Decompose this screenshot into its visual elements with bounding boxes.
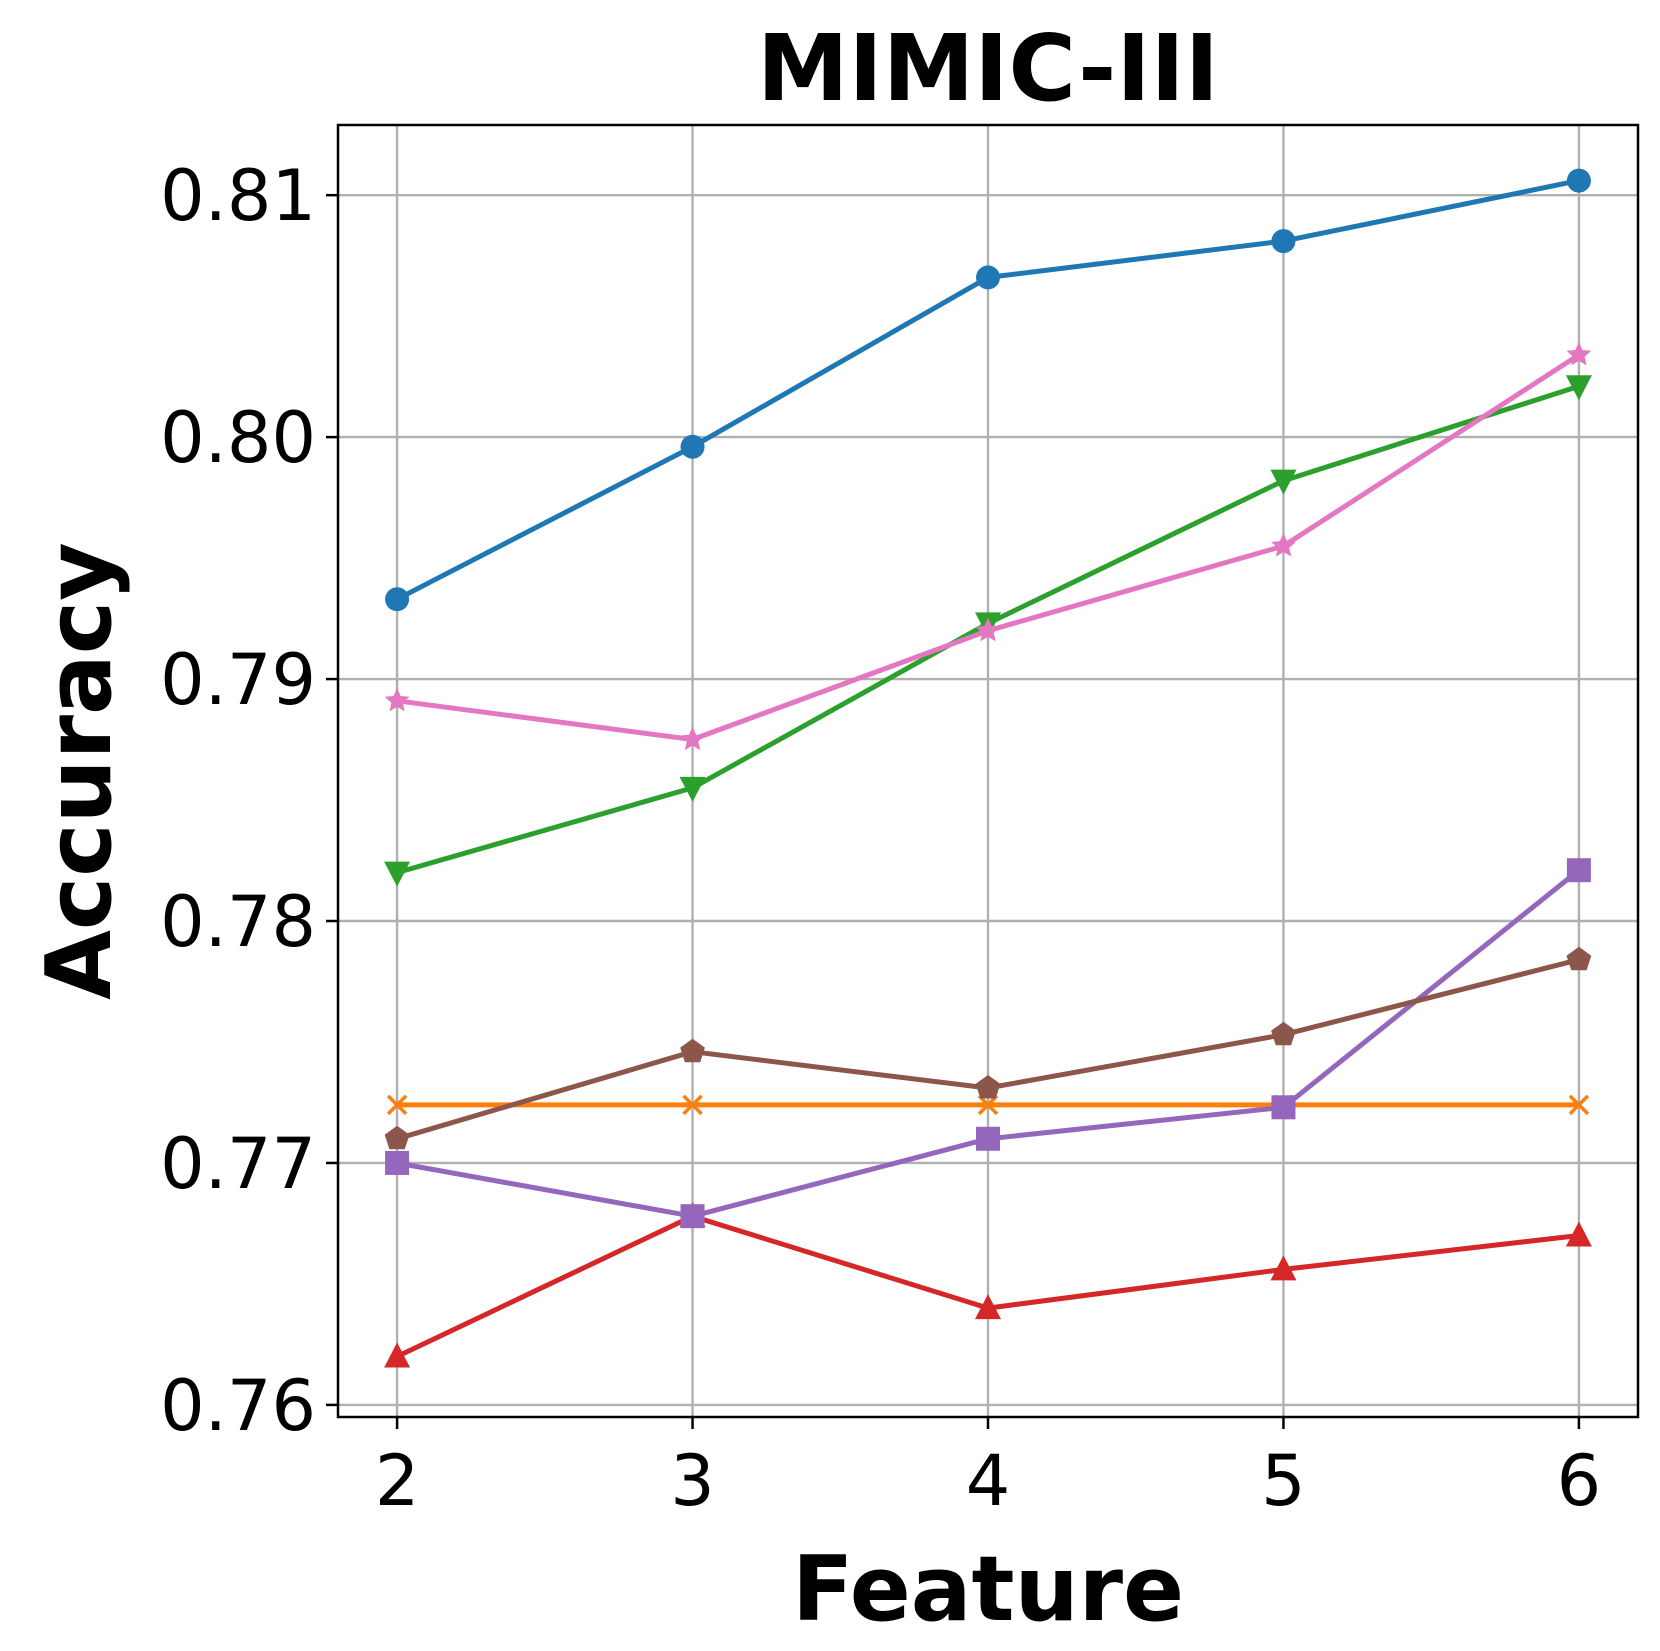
y-tick-label: 0.81 [160,155,316,237]
series-layer [384,168,1592,1368]
data-point [680,1038,705,1063]
y-tick-label: 0.79 [160,639,316,721]
data-point [682,1094,703,1116]
series-6 [384,946,1592,1150]
y-tick-label: 0.78 [160,881,316,963]
series-1 [385,168,1591,612]
axis-ticks: 2 3 4 5 6 0.76 0.77 0.78 0.79 0.80 0.81 [160,155,1601,1522]
data-point [1271,229,1296,254]
data-point [1566,341,1592,366]
data-point [1565,1221,1592,1247]
data-point [1568,1094,1590,1116]
data-point [680,434,705,459]
data-point [384,1342,411,1368]
data-point [976,265,1000,290]
x-tick-label: 4 [966,1440,1011,1522]
data-point [1270,469,1297,495]
y-tick-label: 0.80 [160,397,316,479]
data-point [975,1294,1001,1320]
data-point [680,1204,705,1229]
data-point [385,1150,410,1175]
data-point [1271,533,1296,557]
data-point [679,776,706,802]
y-tick-label: 0.76 [160,1365,316,1447]
y-tick-label: 0.77 [160,1123,316,1205]
data-point [680,726,705,751]
x-tick-label: 6 [1557,1440,1602,1522]
data-point [1565,375,1592,401]
data-point [1566,858,1591,883]
y-axis-label: Accuracy [27,542,132,1000]
data-point [1271,1021,1296,1046]
x-tick-label: 2 [375,1440,420,1522]
data-point [975,617,1001,642]
data-point [384,1125,410,1150]
data-point [385,587,410,612]
data-point [1566,946,1592,971]
data-point [1271,1095,1296,1120]
grid [338,125,1638,1417]
series-5 [385,858,1591,1229]
data-point [1566,168,1591,193]
data-point [384,861,411,887]
x-tick-label: 3 [670,1440,715,1522]
series-7 [384,341,1592,751]
data-point [1270,1255,1297,1281]
data-point [977,1094,999,1116]
chart-title: MIMIC-III [757,15,1219,122]
data-point [975,1075,1001,1099]
data-point [976,1126,1000,1151]
data-point [386,1094,408,1116]
x-tick-label: 5 [1261,1440,1306,1522]
x-axis-label: Feature [792,1537,1184,1642]
data-point [384,687,410,712]
